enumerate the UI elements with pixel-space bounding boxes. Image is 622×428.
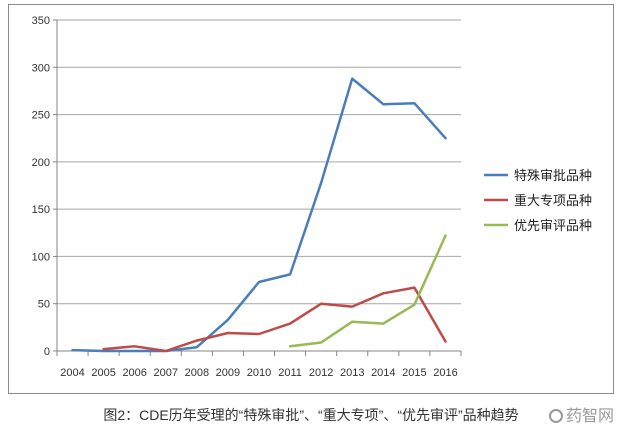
figure-caption: 图2：CDE历年受理的“特殊审批”、“重大专项”、“优先审评”品种趋势 bbox=[103, 407, 519, 423]
y-tick-label-50: 50 bbox=[38, 299, 50, 311]
legend-label-1: 特殊审批品种 bbox=[514, 169, 592, 184]
x-tick-label-2011: 2011 bbox=[278, 367, 302, 379]
y-tick-label-300: 300 bbox=[32, 62, 50, 74]
x-tick-label-2007: 2007 bbox=[154, 367, 178, 379]
series-lines bbox=[71, 77, 447, 353]
series-line-1 bbox=[71, 77, 447, 353]
x-tick-label-2014: 2014 bbox=[371, 367, 395, 379]
y-tick-label-350: 350 bbox=[32, 15, 50, 27]
y-tick-label-250: 250 bbox=[32, 110, 50, 122]
y-tick-label-150: 150 bbox=[32, 204, 50, 216]
series-line-2 bbox=[102, 286, 447, 353]
x-tick-label-2013: 2013 bbox=[340, 367, 364, 379]
y-tick-label-100: 100 bbox=[32, 251, 50, 263]
chart-frame bbox=[8, 4, 614, 394]
legend-label-2: 重大专项品种 bbox=[514, 193, 592, 209]
x-tick-label-2012: 2012 bbox=[309, 367, 333, 379]
x-tick-label-2010: 2010 bbox=[247, 367, 271, 379]
line-chart: 0 50 100 150 200 250 300 350 2004 2005 2006 2007 200… bbox=[32, 15, 592, 379]
series-line-3 bbox=[288, 234, 447, 348]
watermark-text: 药智网 bbox=[565, 408, 614, 425]
legend-label-3: 优先审评品种 bbox=[514, 219, 592, 234]
y-tick-label-0: 0 bbox=[44, 346, 50, 358]
x-tick-label-2006: 2006 bbox=[122, 367, 146, 379]
x-tick-label-2005: 2005 bbox=[91, 367, 115, 379]
watermark-logo-icon bbox=[548, 409, 563, 423]
x-tick-label-2015: 2015 bbox=[402, 367, 426, 379]
x-tick-label-2008: 2008 bbox=[185, 367, 209, 379]
x-tick-label-2004: 2004 bbox=[60, 367, 84, 379]
x-tick-label-2016: 2016 bbox=[433, 367, 457, 379]
y-tick-label-200: 200 bbox=[32, 157, 50, 169]
grid-lines bbox=[57, 19, 461, 305]
axes: 0 50 100 150 200 250 300 350 2004 2005 2006 2007 200… bbox=[32, 15, 462, 379]
watermark: 药智网 bbox=[548, 402, 614, 426]
x-tick-label-2009: 2009 bbox=[216, 367, 240, 379]
